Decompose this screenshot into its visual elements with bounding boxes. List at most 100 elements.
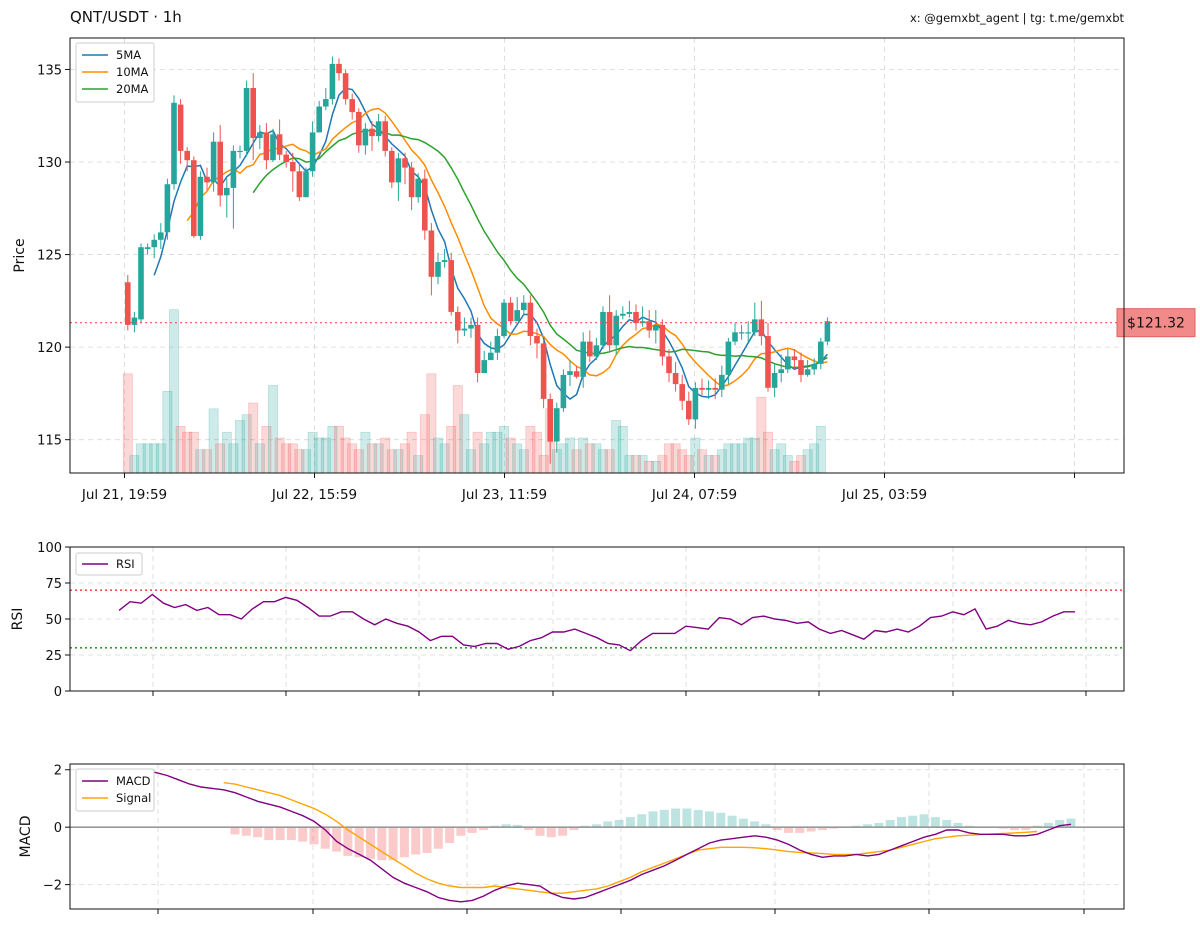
candle-body: [547, 399, 553, 442]
candle-body: [138, 247, 144, 320]
candle-body: [719, 374, 725, 390]
candle-body: [554, 408, 560, 442]
price-legend-label: 10MA: [116, 65, 149, 79]
macd-histogram-bar: [1010, 827, 1019, 831]
candle-body: [507, 302, 514, 322]
macd-histogram-bar: [546, 827, 556, 838]
candle-body: [785, 356, 791, 370]
macd-histogram-bar: [908, 815, 918, 828]
candle-body: [177, 104, 184, 151]
candle-body: [725, 341, 732, 375]
macd-histogram-bar: [298, 827, 308, 842]
macd-histogram-bar: [592, 824, 601, 828]
price-plot-bg: [70, 38, 1124, 473]
candle-body: [765, 336, 771, 388]
candle-body: [686, 400, 692, 420]
candle-body: [303, 171, 309, 198]
rsi-ytick-label: 25: [45, 649, 62, 664]
candle-body: [131, 317, 138, 325]
price-xtick-label: Jul 24, 07:59: [651, 487, 737, 503]
candle-body: [402, 158, 408, 168]
macd-histogram-bar: [897, 817, 906, 828]
ma20-line: [252, 129, 828, 369]
macd-histogram-bar: [772, 827, 782, 831]
candle-body: [738, 332, 745, 334]
current-price-badge: [1116, 308, 1196, 338]
candle-body: [653, 324, 659, 331]
macd-histogram-bar: [671, 808, 681, 828]
macd-histogram-bar: [275, 827, 285, 841]
macd-histogram-bar: [524, 827, 534, 831]
price-ytick-label: 130: [37, 156, 62, 171]
candle-body: [527, 302, 534, 336]
candle-body: [620, 313, 626, 316]
candle-body: [488, 352, 494, 361]
macd-histogram-bar: [817, 827, 827, 831]
candle-body: [329, 63, 336, 100]
candle-body: [679, 384, 685, 401]
macd-histogram-bar: [1066, 818, 1076, 828]
candle-body: [824, 321, 831, 342]
macd-histogram-bar: [569, 827, 579, 831]
rsi-ytick-label: 0: [54, 685, 62, 700]
candle-body: [560, 374, 567, 409]
candle-body: [468, 324, 474, 329]
price-xtick-label: Jul 23, 11:59: [461, 487, 547, 503]
candle-body: [336, 63, 342, 74]
macd-histogram-bar: [377, 827, 387, 861]
candle-body: [375, 121, 382, 137]
candle-body: [699, 387, 705, 390]
macd-legend-box: [75, 768, 155, 812]
candle-body: [818, 341, 824, 364]
candle-body: [501, 302, 507, 336]
candle-body: [573, 371, 580, 377]
candle-body: [171, 102, 177, 185]
macd-histogram-bar: [625, 817, 635, 828]
candle-body: [567, 371, 573, 375]
macd-histogram-bar: [332, 827, 342, 852]
chart-credit: x: @gemxbt_agent | tg: t.me/gemxbt: [909, 11, 1124, 25]
macd-histogram-bar: [863, 824, 873, 828]
macd-histogram-bar: [309, 827, 319, 845]
price-legend-box: [75, 42, 155, 103]
macd-histogram-bar: [738, 818, 748, 828]
macd-plot-bg: [70, 764, 1124, 909]
candle-body: [125, 282, 131, 325]
candle-body: [323, 99, 329, 107]
candle-body: [369, 128, 375, 137]
candle-body: [633, 312, 639, 324]
macd-histogram-bar: [354, 827, 364, 858]
macd-histogram-bar: [512, 824, 522, 828]
macd-histogram-bar: [682, 808, 692, 828]
candle-body: [296, 171, 303, 198]
price-frame: [69, 37, 1125, 474]
macd-histogram-bar: [253, 827, 263, 838]
candle-body: [758, 319, 765, 337]
macd-histogram-bar: [388, 827, 398, 861]
candle-body: [283, 154, 289, 162]
candle-body: [514, 310, 520, 322]
price-ytick-label: 115: [37, 434, 62, 449]
candle-body: [600, 312, 606, 346]
price-legend-label: 5MA: [116, 48, 141, 62]
macd-ytick-label: 0: [54, 821, 62, 836]
macd-histogram-bar: [467, 827, 477, 833]
candle-body: [732, 332, 738, 342]
candle-body: [309, 132, 316, 172]
macd-legend-label: MACD: [116, 774, 151, 788]
candle-body: [646, 321, 652, 331]
macd-histogram-bar: [942, 820, 952, 828]
candle-body: [778, 369, 784, 373]
macd-histogram-bar: [930, 817, 940, 828]
macd-ytick-label: −2: [43, 879, 62, 894]
candle-body: [606, 312, 613, 346]
candle-body: [184, 150, 190, 161]
candle-body: [191, 160, 197, 237]
rsi-line: [118, 593, 1075, 652]
candle-body: [263, 132, 270, 161]
candle-body: [276, 134, 283, 155]
macd-histogram-bar: [806, 827, 816, 832]
macd-histogram-bar: [648, 811, 658, 828]
candle-body: [270, 134, 276, 161]
candle-body: [164, 184, 171, 233]
